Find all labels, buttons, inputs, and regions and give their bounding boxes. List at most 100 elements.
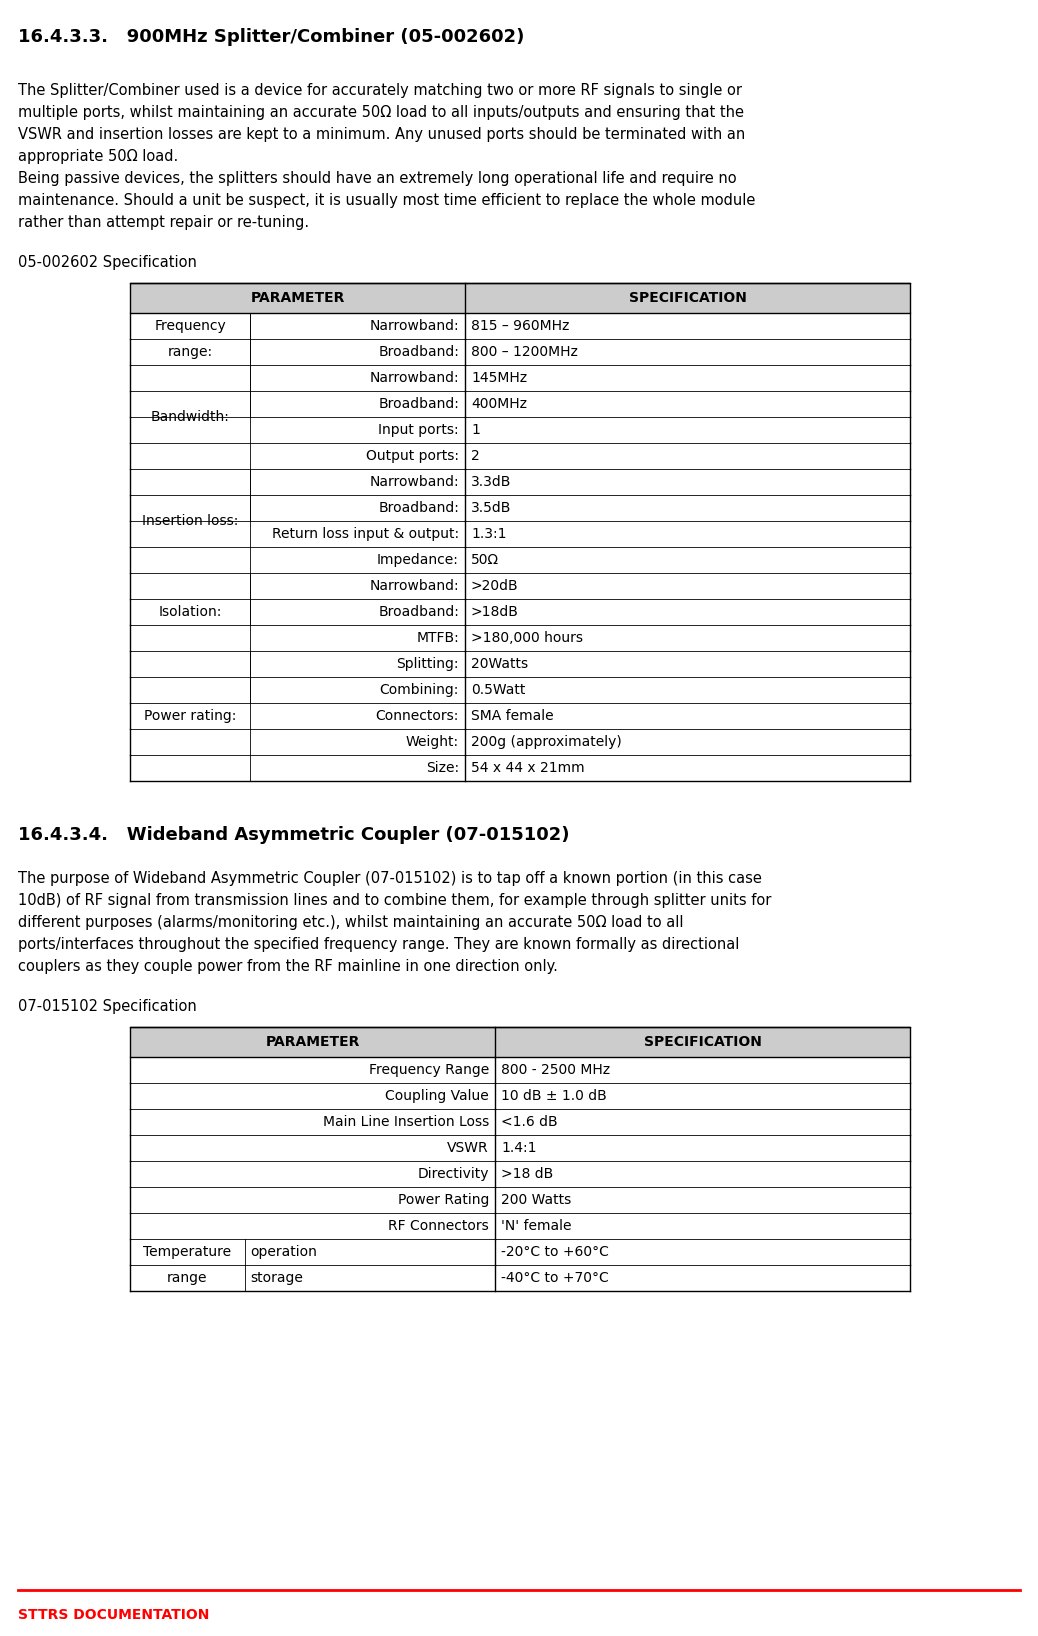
Bar (130, 1238, 910, 1265)
Text: -20°C to +60°C: -20°C to +60°C (501, 1245, 609, 1260)
Text: 16.4.3.4.   Wideband Asymmetric Coupler (07-015102): 16.4.3.4. Wideband Asymmetric Coupler (0… (18, 826, 570, 844)
Text: rather than attempt repair or re-tuning.: rather than attempt repair or re-tuning. (18, 214, 309, 231)
Bar (130, 283, 910, 312)
Bar (130, 443, 910, 470)
Text: Temperature: Temperature (143, 1245, 231, 1260)
Text: SMA female: SMA female (471, 708, 553, 723)
Text: RF Connectors: RF Connectors (388, 1219, 489, 1234)
Text: 1.4:1: 1.4:1 (501, 1140, 537, 1155)
Text: 400MHz: 400MHz (471, 398, 527, 411)
Text: storage: storage (250, 1271, 303, 1284)
Text: 10 dB ± 1.0 dB: 10 dB ± 1.0 dB (501, 1090, 607, 1103)
Bar (130, 651, 910, 677)
Bar (130, 1162, 910, 1188)
Text: VSWR and insertion losses are kept to a minimum. Any unused ports should be term: VSWR and insertion losses are kept to a … (18, 128, 745, 142)
Text: 800 – 1200MHz: 800 – 1200MHz (471, 345, 578, 358)
Bar (130, 1027, 910, 1057)
Text: 10dB) of RF signal from transmission lines and to combine them, for example thro: 10dB) of RF signal from transmission lin… (18, 893, 771, 908)
Text: 800 - 2500 MHz: 800 - 2500 MHz (501, 1063, 610, 1076)
Text: 54 x 44 x 21mm: 54 x 44 x 21mm (471, 761, 584, 775)
Text: Weight:: Weight: (406, 735, 459, 749)
Text: range: range (167, 1271, 208, 1284)
Text: Narrowband:: Narrowband: (370, 371, 459, 384)
Text: Combining:: Combining: (380, 682, 459, 697)
Bar (130, 1212, 910, 1238)
Text: 815 – 960MHz: 815 – 960MHz (471, 319, 570, 334)
Text: 1: 1 (471, 424, 480, 437)
Text: >18dB: >18dB (471, 605, 519, 618)
Text: The purpose of Wideband Asymmetric Coupler (07-015102) is to tap off a known por: The purpose of Wideband Asymmetric Coupl… (18, 870, 762, 887)
Text: 3.3dB: 3.3dB (471, 474, 512, 489)
Bar (130, 470, 910, 496)
Text: Narrowband:: Narrowband: (370, 579, 459, 592)
Text: appropriate 50Ω load.: appropriate 50Ω load. (18, 149, 179, 164)
Text: Connectors:: Connectors: (376, 708, 459, 723)
Text: 3.5dB: 3.5dB (471, 501, 512, 515)
Text: 05-002602 Specification: 05-002602 Specification (18, 255, 197, 270)
Text: 'N' female: 'N' female (501, 1219, 572, 1234)
Text: The Splitter/Combiner used is a device for accurately matching two or more RF si: The Splitter/Combiner used is a device f… (18, 83, 742, 98)
Text: 0.5Watt: 0.5Watt (471, 682, 525, 697)
Bar (130, 417, 910, 443)
Bar (130, 520, 910, 546)
Text: PARAMETER: PARAMETER (250, 291, 345, 304)
Text: Isolation:: Isolation: (159, 605, 222, 618)
Text: Power Rating: Power Rating (398, 1193, 489, 1207)
Text: >20dB: >20dB (471, 579, 519, 592)
Text: Splitting:: Splitting: (397, 658, 459, 671)
Text: Size:: Size: (426, 761, 459, 775)
Bar (130, 391, 910, 417)
Bar (130, 573, 910, 599)
Text: 145MHz: 145MHz (471, 371, 527, 384)
Text: 1.3:1: 1.3:1 (471, 527, 507, 542)
Text: STTRS DOCUMENTATION: STTRS DOCUMENTATION (18, 1608, 210, 1621)
Text: <1.6 dB: <1.6 dB (501, 1116, 557, 1129)
Bar (130, 1109, 910, 1135)
Text: Output ports:: Output ports: (366, 448, 459, 463)
Text: ports/interfaces throughout the specified frequency range. They are known formal: ports/interfaces throughout the specifie… (18, 937, 739, 952)
Text: Narrowband:: Narrowband: (370, 319, 459, 334)
Text: Broadband:: Broadband: (378, 605, 459, 618)
Text: Bandwidth:: Bandwidth: (151, 411, 229, 424)
Bar (130, 599, 910, 625)
Text: SPECIFICATION: SPECIFICATION (629, 291, 746, 304)
Bar (130, 1083, 910, 1109)
Text: 50Ω: 50Ω (471, 553, 499, 568)
Text: Impedance:: Impedance: (377, 553, 459, 568)
Text: Being passive devices, the splitters should have an extremely long operational l: Being passive devices, the splitters sho… (18, 172, 737, 187)
Bar (130, 339, 910, 365)
Bar (130, 730, 910, 754)
Bar (130, 703, 910, 730)
Text: Main Line Insertion Loss: Main Line Insertion Loss (323, 1116, 489, 1129)
Text: SPECIFICATION: SPECIFICATION (644, 1036, 762, 1049)
Text: PARAMETER: PARAMETER (266, 1036, 360, 1049)
Bar (130, 1135, 910, 1162)
Text: VSWR: VSWR (447, 1140, 489, 1155)
Text: maintenance. Should a unit be suspect, it is usually most time efficient to repl: maintenance. Should a unit be suspect, i… (18, 193, 756, 208)
Text: Return loss input & output:: Return loss input & output: (272, 527, 459, 542)
Text: Coupling Value: Coupling Value (385, 1090, 489, 1103)
Text: Power rating:: Power rating: (144, 708, 237, 723)
Text: 200 Watts: 200 Watts (501, 1193, 571, 1207)
Text: operation: operation (250, 1245, 317, 1260)
Text: Frequency: Frequency (154, 319, 226, 334)
Bar (130, 546, 910, 573)
Text: 200g (approximately): 200g (approximately) (471, 735, 622, 749)
Text: different purposes (alarms/monitoring etc.), whilst maintaining an accurate 50Ω : different purposes (alarms/monitoring et… (18, 915, 683, 929)
Bar (130, 1265, 910, 1291)
Text: range:: range: (167, 345, 213, 358)
Text: Input ports:: Input ports: (379, 424, 459, 437)
Text: Narrowband:: Narrowband: (370, 474, 459, 489)
Text: multiple ports, whilst maintaining an accurate 50Ω load to all inputs/outputs an: multiple ports, whilst maintaining an ac… (18, 105, 744, 119)
Text: -40°C to +70°C: -40°C to +70°C (501, 1271, 608, 1284)
Text: 20Watts: 20Watts (471, 658, 528, 671)
Text: >18 dB: >18 dB (501, 1166, 553, 1181)
Text: 2: 2 (471, 448, 480, 463)
Bar (130, 365, 910, 391)
Text: >180,000 hours: >180,000 hours (471, 631, 583, 645)
Text: Frequency Range: Frequency Range (368, 1063, 489, 1076)
Bar (130, 312, 910, 339)
Bar (130, 1188, 910, 1212)
Text: Directivity: Directivity (417, 1166, 489, 1181)
Bar (130, 677, 910, 703)
